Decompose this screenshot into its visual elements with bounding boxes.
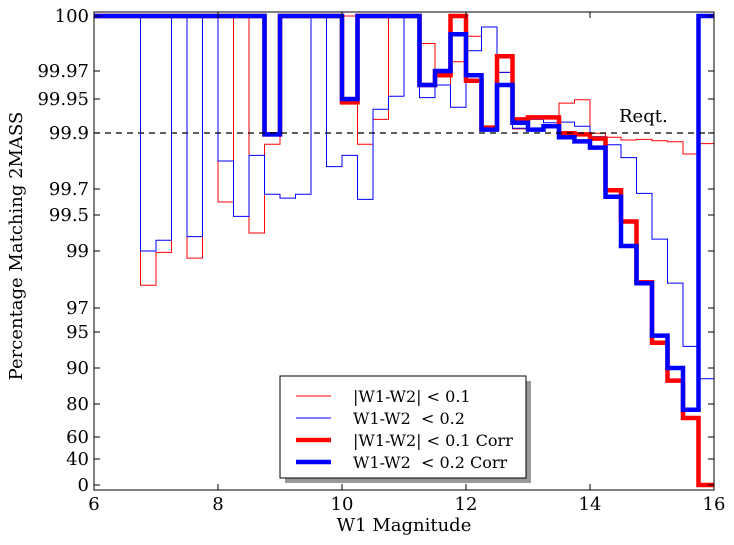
legend-entry: W1-W2 < 0.2 Corr [296, 453, 508, 472]
legend: |W1-W2| < 0.1 W1-W2 < 0.2 |W1-W2| < 0.1 Co… [279, 375, 531, 483]
y-tick-label: 99.7 [49, 179, 89, 200]
legend-entry: |W1-W2| < 0.1 [296, 387, 471, 406]
legend-entries: |W1-W2| < 0.1 W1-W2 < 0.2 |W1-W2| < 0.1 Co… [296, 387, 513, 472]
y-tick-label: 60 [66, 427, 89, 448]
legend-label: W1-W2 < 0.2 [353, 409, 465, 428]
x-tick-label: 12 [455, 494, 478, 515]
reference-line-group: Reqt. [94, 106, 714, 134]
x-tick-label: 10 [331, 494, 354, 515]
x-tick-label: 16 [703, 494, 726, 515]
y-axis-label: Percentage Matching 2MASS [6, 112, 27, 381]
y-tick-label: 0 [78, 475, 89, 496]
y-tick-label: 99.95 [37, 89, 89, 110]
x-tick-label: 6 [88, 494, 99, 515]
legend-entry: |W1-W2| < 0.1 Corr [296, 431, 513, 450]
legend-label: W1-W2 < 0.2 Corr [353, 453, 508, 472]
x-tick-label: 14 [579, 494, 602, 515]
y-tick-label: 97 [66, 298, 89, 319]
y-tick-label: 99.5 [49, 205, 89, 226]
x-tick-label: 8 [212, 494, 223, 515]
y-tick-label: 99.97 [37, 61, 89, 82]
y-tick-label: 99 [66, 241, 89, 262]
y-tick-label: 100 [55, 6, 89, 27]
y-tick-label: 90 [66, 358, 89, 379]
legend-label: |W1-W2| < 0.1 Corr [353, 431, 513, 450]
y-tick-label: 80 [66, 394, 89, 415]
series-line-4 [94, 13, 714, 413]
legend-label: |W1-W2| < 0.1 [353, 387, 471, 406]
y-tick-label: 95 [66, 322, 89, 343]
legend-entry: W1-W2 < 0.2 [296, 409, 465, 428]
y-tick-label: 99.9 [49, 123, 89, 144]
x-axis-label: W1 Magnitude [337, 515, 472, 536]
x-axis: 6 8 10 12 14 16 [88, 12, 725, 515]
y-tick-label: 40 [66, 449, 89, 470]
reference-line-label: Reqt. [619, 106, 668, 127]
